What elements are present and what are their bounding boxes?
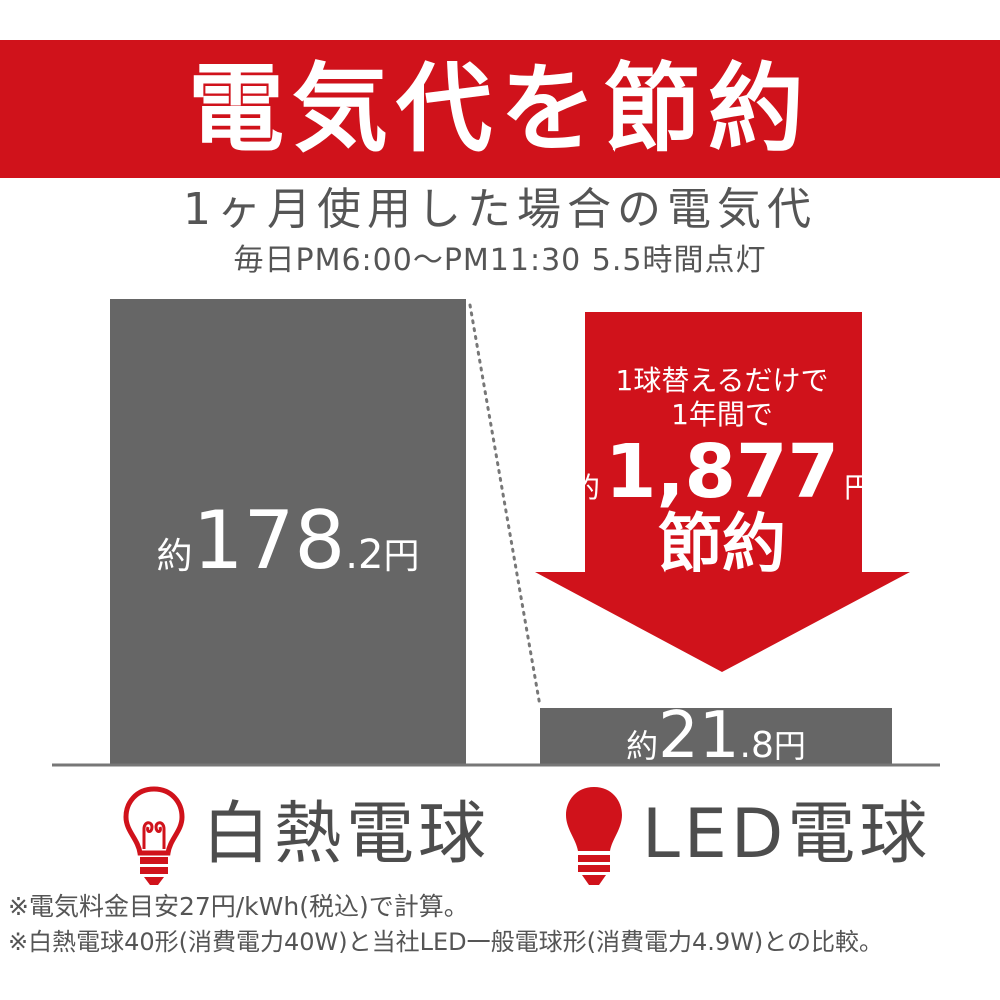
arrow-amount-prefix: 約: [572, 471, 600, 504]
arrow-amount-line: 約 1,877 円: [572, 429, 872, 515]
footnote-2: ※白熱電球40形(消費電力40W)と当社LED一般電球形(消費電力4.9W)との…: [8, 928, 884, 956]
arrow-amount-value: 1,877: [605, 429, 839, 515]
usage-condition: 毎日PM6:00〜PM11:30 5.5時間点灯: [233, 243, 767, 278]
arrow-amount-unit: 円: [844, 471, 872, 504]
incandescent-bulb-icon: [123, 786, 185, 885]
page-title: 電気代を節約: [188, 53, 812, 165]
category-incandescent: 白熱電球: [122, 780, 490, 890]
title-banner: 電気代を節約: [0, 40, 1000, 178]
arrow-line-1: 1球替えるだけで: [616, 364, 829, 397]
bar-1: [540, 707, 892, 765]
bar-0: [110, 299, 466, 765]
bar-value-label-1: 約21.8円: [626, 699, 806, 773]
comparison-connector-line: [468, 303, 542, 708]
led-bulb-icon: [566, 787, 622, 885]
category-label-incandescent: 白熱電球: [202, 795, 491, 874]
savings-arrow: [535, 312, 910, 672]
category-led: LED電球: [562, 780, 931, 890]
bar-value-label-0: 約178.2円: [157, 494, 420, 587]
subtitle: 1ヶ月使用した場合の電気代: [183, 184, 817, 235]
arrow-line-2: 1年間で: [671, 398, 773, 431]
arrow-line-4: 節約: [658, 508, 786, 582]
category-label-led: LED電球: [642, 795, 932, 874]
footnote-1: ※電気料金目安27円/kWh(税込)で計算。: [8, 892, 469, 921]
